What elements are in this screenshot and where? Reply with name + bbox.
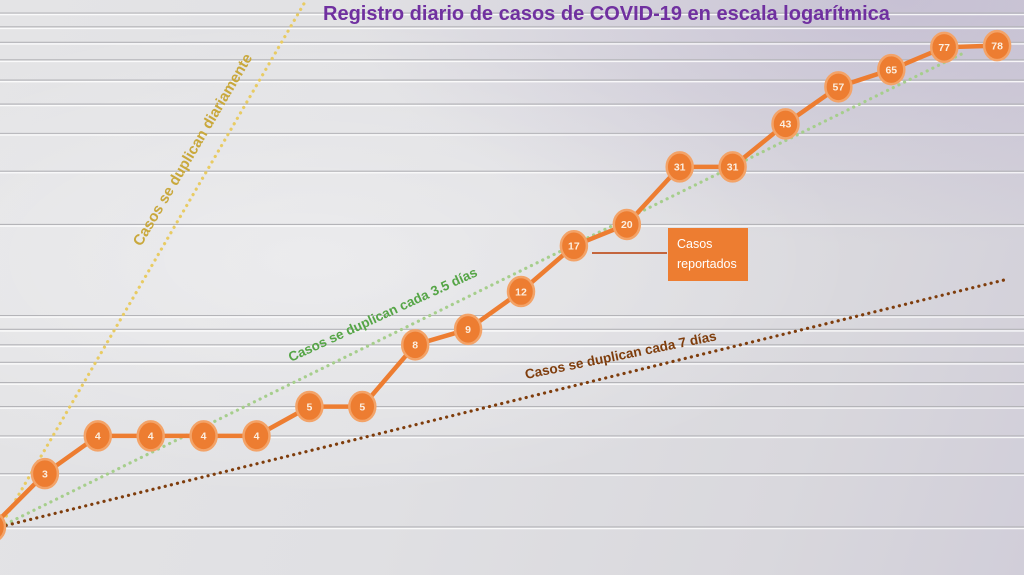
series-line (0, 43, 1000, 523)
data-point-value: 78 (991, 40, 1003, 52)
data-point-value: 8 (412, 340, 418, 352)
data-point-value: 43 (780, 119, 792, 131)
data-point-value: 77 (938, 42, 950, 54)
ref-dotted-line (0, 277, 1009, 529)
data-point-value: 57 (833, 82, 845, 94)
callout-connector-line (592, 252, 667, 254)
data-point-marker (559, 230, 589, 262)
data-point-value: 3 (42, 468, 48, 480)
data-point-value: 9 (465, 324, 471, 336)
data-point-value: 65 (885, 64, 897, 76)
ref-dotted-line (0, 52, 964, 529)
data-point-marker (30, 457, 60, 490)
data-point-marker (877, 53, 906, 86)
ref-label-doubling-3-5-days: Casos se duplican cada 3.5 días (286, 265, 480, 365)
data-point-value: 4 (95, 431, 101, 443)
data-point-marker (612, 208, 642, 241)
data-point-value: 31 (727, 162, 739, 174)
data-point-value: 12 (515, 286, 527, 298)
data-point-value: 5 (306, 401, 312, 413)
ref-dotted-line (0, 0, 308, 529)
data-point-value: 4 (201, 431, 207, 443)
data-point-marker (400, 329, 430, 361)
data-point-marker (771, 108, 800, 140)
data-point-value: 4 (148, 431, 154, 443)
data-point-value: 31 (674, 162, 686, 174)
data-point-marker (665, 151, 694, 183)
data-point-marker (348, 390, 377, 423)
data-point-value: 17 (568, 241, 580, 253)
data-point-marker (83, 420, 113, 452)
data-point-marker (929, 31, 959, 64)
data-point-value: 20 (621, 219, 633, 231)
data-point-marker (982, 29, 1012, 62)
marker-layer: 234444558912172031314357657778 (0, 29, 1012, 540)
data-point-value: 5 (359, 401, 365, 413)
data-point-value: 4 (254, 431, 260, 443)
series-layer (0, 43, 1000, 523)
legend-callout: Casos reportados (668, 228, 748, 281)
data-point-marker (718, 151, 747, 183)
data-point-marker (295, 390, 324, 423)
data-point-marker (453, 313, 483, 346)
data-point-marker (824, 71, 853, 103)
data-point-marker (189, 420, 218, 452)
page-title: Registro diario de casos de COVID-19 en … (323, 3, 890, 25)
data-point-marker (242, 420, 271, 452)
data-point-marker (506, 275, 536, 308)
reference-dotted-lines (0, 0, 1009, 529)
ref-label-doubling-7-days: Casos se duplican cada 7 días (524, 328, 718, 382)
data-point-marker (136, 420, 165, 452)
data-point-marker (0, 513, 7, 540)
